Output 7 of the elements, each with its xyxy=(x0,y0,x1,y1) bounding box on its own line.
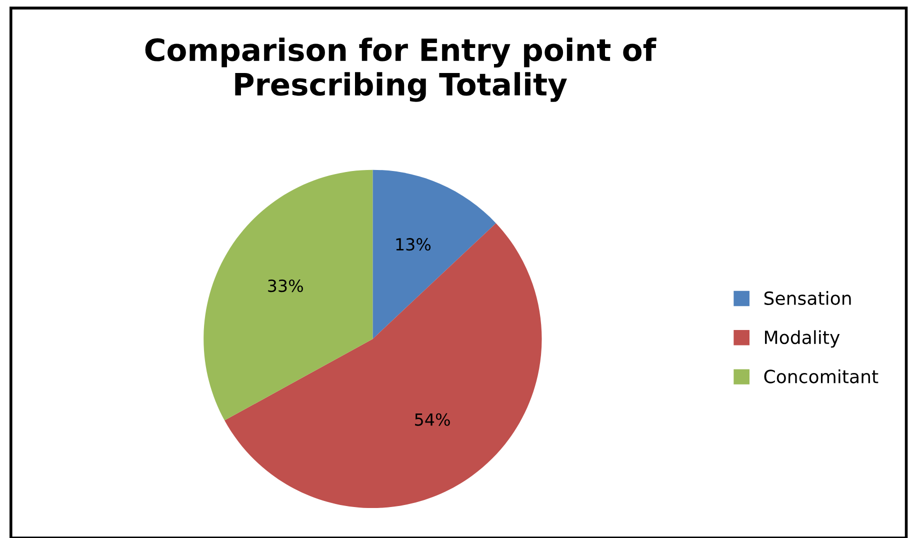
chart-title: Comparison for Entry point of Prescribing Totality xyxy=(145,38,656,102)
legend-label: Sensation xyxy=(764,291,851,306)
data-label: 13% xyxy=(396,238,431,251)
data-label: 33% xyxy=(268,280,303,292)
legend-label: Modality xyxy=(765,330,840,348)
legend-label: Concomitant xyxy=(764,369,878,384)
data-label: 54% xyxy=(415,413,450,426)
